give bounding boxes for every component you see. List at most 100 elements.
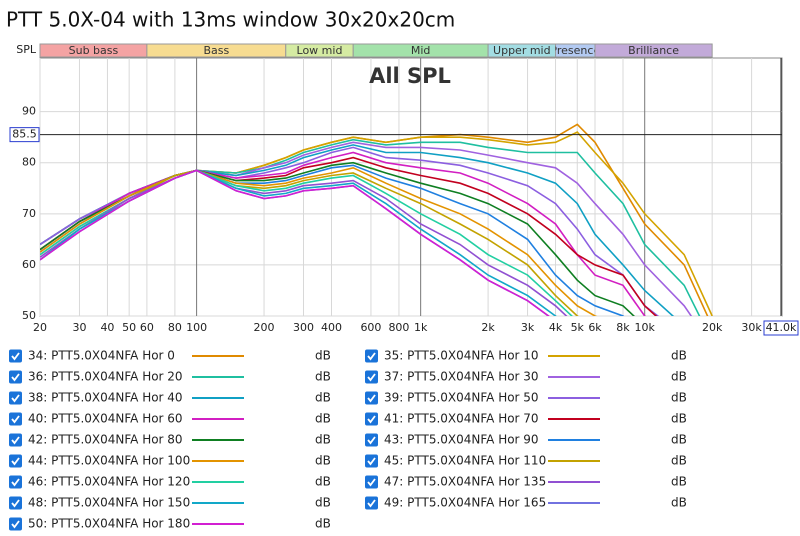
legend-unit: dB xyxy=(315,454,331,468)
legend-check xyxy=(367,478,376,487)
legend-unit: dB xyxy=(315,433,331,447)
x-tick-label: 600 xyxy=(360,321,381,334)
legend-checkbox[interactable] xyxy=(365,496,378,510)
legend-label: 47: PTT5.0X04NFA Hor 135 xyxy=(384,475,546,489)
series-line xyxy=(40,169,550,316)
legend-item[interactable]: 46: PTT5.0X04NFA Hor 120 dB xyxy=(9,475,331,489)
legend-label: 42: PTT5.0X04NFA Hor 80 xyxy=(28,433,183,447)
x-tick-label: 800 xyxy=(388,321,409,334)
series-line xyxy=(40,169,579,316)
legend-label: 45: PTT5.0X04NFA Hor 110 xyxy=(384,454,546,468)
legend-unit: dB xyxy=(315,496,331,510)
legend-label: 46: PTT5.0X04NFA Hor 120 xyxy=(28,475,190,489)
band-label: Upper mid xyxy=(493,44,551,57)
band-label: Brilliance xyxy=(628,44,679,57)
legend-unit: dB xyxy=(315,370,331,384)
legend-item[interactable]: 39: PTT5.0X04NFA Hor 50 dB xyxy=(365,391,687,405)
legend-checkbox[interactable] xyxy=(9,412,22,426)
legend-item[interactable]: 42: PTT5.0X04NFA Hor 80 dB xyxy=(9,433,331,447)
band-label: Mid xyxy=(411,44,431,57)
y-tick-label: 60 xyxy=(22,258,36,271)
x-tick-label: 30 xyxy=(72,321,86,334)
x-tick-label: 60 xyxy=(140,321,154,334)
legend-item[interactable]: 36: PTT5.0X04NFA Hor 20 dB xyxy=(9,370,331,384)
band-label: Low mid xyxy=(297,44,343,57)
legend-checkbox[interactable] xyxy=(9,454,22,468)
legend-item[interactable]: 35: PTT5.0X04NFA Hor 10 dB xyxy=(365,349,687,363)
legend-label: 41: PTT5.0X04NFA Hor 70 xyxy=(384,412,539,426)
legend-label: 39: PTT5.0X04NFA Hor 50 xyxy=(384,391,539,405)
legend-item[interactable]: 40: PTT5.0X04NFA Hor 60 dB xyxy=(9,412,331,426)
legend-unit: dB xyxy=(671,391,687,405)
legend-checkbox[interactable] xyxy=(9,496,22,510)
marker-box-y xyxy=(9,127,40,143)
x-tick-label: 400 xyxy=(321,321,342,334)
annotation: All SPL xyxy=(369,64,451,88)
curves xyxy=(40,123,713,316)
legend-checkbox[interactable] xyxy=(365,412,378,426)
x-tick-label: 40 xyxy=(100,321,114,334)
y-tick-label: 80 xyxy=(22,156,36,169)
x-tick-label: 100 xyxy=(186,321,207,334)
legend-checkbox[interactable] xyxy=(9,475,22,489)
y-axis-label: SPL xyxy=(16,43,37,56)
legend-unit: dB xyxy=(671,370,687,384)
x-tick-label: 8k xyxy=(616,321,630,334)
legend-label: 43: PTT5.0X04NFA Hor 90 xyxy=(384,433,539,447)
legend-label: 44: PTT5.0X04NFA Hor 100 xyxy=(28,454,190,468)
legend-unit: dB xyxy=(671,454,687,468)
legend-check xyxy=(11,373,20,382)
x-tick-label: 300 xyxy=(293,321,314,334)
legend-item[interactable]: 38: PTT5.0X04NFA Hor 40 dB xyxy=(9,391,331,405)
legend-check xyxy=(11,394,20,403)
legend-item[interactable]: 34: PTT5.0X04NFA Hor 0 dB xyxy=(9,349,331,363)
legend-item[interactable]: 43: PTT5.0X04NFA Hor 90 dB xyxy=(365,433,687,447)
legend-unit: dB xyxy=(315,517,331,531)
chart-title: PTT 5.0X-04 with 13ms window 30x20x20cm xyxy=(6,8,455,32)
legend-checkbox[interactable] xyxy=(365,454,378,468)
legend-unit: dB xyxy=(671,496,687,510)
marker-box-x xyxy=(763,320,799,336)
legend-item[interactable]: 37: PTT5.0X04NFA Hor 30 dB xyxy=(365,370,687,384)
legend-checkbox[interactable] xyxy=(365,349,378,363)
legend-unit: dB xyxy=(315,349,331,363)
legend-item[interactable]: 48: PTT5.0X04NFA Hor 150 dB xyxy=(9,496,331,510)
legend-checkbox[interactable] xyxy=(9,433,22,447)
legend-item[interactable]: 49: PTT5.0X04NFA Hor 165 dB xyxy=(365,496,687,510)
legend-unit: dB xyxy=(671,433,687,447)
legend-checkbox[interactable] xyxy=(365,370,378,384)
legend-checkbox[interactable] xyxy=(365,433,378,447)
legend-item[interactable]: 47: PTT5.0X04NFA Hor 135 dB xyxy=(365,475,687,489)
x-tick-label: 80 xyxy=(168,321,182,334)
plot-area xyxy=(39,57,783,317)
legend-check xyxy=(11,352,20,361)
legend-label: 49: PTT5.0X04NFA Hor 165 xyxy=(384,496,546,510)
legend-check xyxy=(367,457,376,466)
legend-checkbox[interactable] xyxy=(9,370,22,384)
marker-label-x: 41.0k xyxy=(766,321,797,334)
x-tick-label: 10k xyxy=(635,321,656,334)
legend-checkbox[interactable] xyxy=(365,391,378,405)
legend-check xyxy=(367,394,376,403)
legend-checkbox[interactable] xyxy=(365,475,378,489)
legend-checkbox[interactable] xyxy=(9,391,22,405)
legend-label: 35: PTT5.0X04NFA Hor 10 xyxy=(384,349,539,363)
legend-item[interactable]: 44: PTT5.0X04NFA Hor 100 dB xyxy=(9,454,331,468)
x-tick-label: 5k xyxy=(571,321,585,334)
legend-checkbox[interactable] xyxy=(9,517,22,531)
legend-item[interactable]: 41: PTT5.0X04NFA Hor 70 dB xyxy=(365,412,687,426)
y-tick-label: 90 xyxy=(22,105,36,118)
legend-check xyxy=(11,457,20,466)
legend-check xyxy=(367,436,376,445)
legend-label: 36: PTT5.0X04NFA Hor 20 xyxy=(28,370,183,384)
legend-item[interactable]: 45: PTT5.0X04NFA Hor 110 dB xyxy=(365,454,687,468)
legend-item[interactable]: 50: PTT5.0X04NFA Hor 180 dB xyxy=(9,517,331,531)
legend-label: 48: PTT5.0X04NFA Hor 150 xyxy=(28,496,190,510)
band-label: Bass xyxy=(203,44,229,57)
x-tick-label: 1k xyxy=(414,321,428,334)
legend-label: 34: PTT5.0X04NFA Hor 0 xyxy=(28,349,175,363)
legend-checkbox[interactable] xyxy=(9,349,22,363)
legend-check xyxy=(11,415,20,424)
legend-check xyxy=(367,373,376,382)
